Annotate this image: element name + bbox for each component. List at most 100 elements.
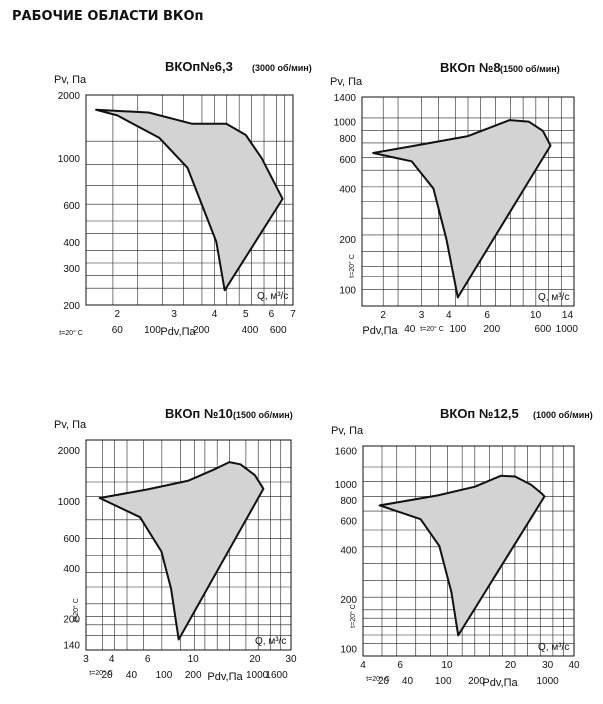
pdv-axis-label: Pdv,Па <box>362 325 398 337</box>
x-tick-label: 20 <box>249 654 261 665</box>
pdv-tick-label: 1000 <box>246 670 269 681</box>
chart-title: ВКОп №10 <box>165 406 233 421</box>
x-tick-label: 2 <box>115 309 121 320</box>
x-tick-label: 4 <box>109 654 115 665</box>
pdv-tick-label: 1000 <box>556 324 579 335</box>
pdv-tick-label: 1600 <box>265 670 288 681</box>
chart-4: ВКОп №12,5 (1000 об/мин) Pv, Па 1600 1000 800… <box>331 406 593 689</box>
pdv-tick-label: 100 <box>435 676 452 687</box>
y-tick-label: 2000 <box>58 446 81 457</box>
working-area-region <box>95 108 284 292</box>
y-tick-label: 1000 <box>58 497 81 508</box>
pdv-axis-label: Pdv,Па <box>160 326 196 338</box>
x-tick-label: 5 <box>243 309 249 320</box>
working-area-region <box>378 474 546 637</box>
x-tick-label: 3 <box>83 654 89 665</box>
y-tick-label: 100 <box>339 286 356 297</box>
x-tick-label: 6 <box>145 654 151 665</box>
y-tick-label: 1000 <box>58 154 81 165</box>
x-tick-label: 3 <box>419 310 425 321</box>
x-tick-label: 6 <box>484 310 490 321</box>
pdv-tick-label: 200 <box>468 676 485 687</box>
y-tick-label: 140 <box>63 641 80 652</box>
temperature-label: t=20° C <box>89 669 113 677</box>
chart-title: ВКОп №8 <box>440 60 501 75</box>
x-tick-label: 4 <box>360 660 366 671</box>
chart-subtitle: (1000 об/мин) <box>533 410 593 420</box>
y-tick-label: 800 <box>340 496 357 507</box>
pdv-tick-label: 200 <box>185 670 202 681</box>
y-tick-label: 600 <box>340 516 357 527</box>
y-tick-label: 100 <box>340 644 357 655</box>
y-tick-label: 1000 <box>335 480 358 491</box>
plot-frame <box>85 94 294 306</box>
x-axis-label: Q, м³/с <box>255 636 286 647</box>
x-axis-label: Q, м³/с <box>538 292 569 303</box>
y-tick-label: 1000 <box>334 118 357 129</box>
x-tick-label: 2 <box>380 310 386 321</box>
pdv-tick-label: 600 <box>535 324 552 335</box>
pdv-tick-label: 600 <box>270 325 287 336</box>
y-tick-label: 2000 <box>58 91 81 102</box>
pdv-tick-label: 40 <box>404 324 416 335</box>
chart-subtitle: (1500 об/мин) <box>233 410 293 420</box>
y-tick-label: 1600 <box>335 446 358 457</box>
y-tick-label: 600 <box>339 155 356 166</box>
pdv-tick-label: 60 <box>112 325 124 336</box>
y-tick-label: 400 <box>339 184 356 195</box>
chart-subtitle: (1500 об/мин) <box>500 64 560 74</box>
pdv-tick-label: 20 <box>101 670 113 681</box>
pdv-tick-label: 100 <box>156 670 173 681</box>
x-tick-label: 30 <box>542 660 554 671</box>
x-tick-label: 14 <box>562 310 574 321</box>
y-tick-label: 400 <box>340 545 357 556</box>
working-area-region <box>372 119 552 299</box>
chart-3: ВКОп №10 (1500 об/мин) Pv, Па 2000 1000 600 40… <box>54 406 297 683</box>
x-tick-label: 3 <box>171 309 177 320</box>
pdv-axis-label: Pdv,Па <box>207 671 243 683</box>
plot-frame <box>361 96 575 307</box>
y-tick-label: 300 <box>63 264 80 275</box>
temperature-label-vertical: t=20° C <box>348 254 356 278</box>
y-tick-label: 600 <box>63 201 80 212</box>
pdv-tick-label: 40 <box>126 670 138 681</box>
y-tick-label: 200 <box>339 235 356 246</box>
y-axis-label: Pv, Па <box>331 425 364 437</box>
x-tick-label: 4 <box>446 310 452 321</box>
pdv-tick-label: 40 <box>402 676 414 687</box>
working-area-region <box>98 461 265 641</box>
pdv-tick-label: 400 <box>242 325 259 336</box>
y-axis-label: Pv, Па <box>54 74 87 86</box>
x-tick-label: 10 <box>441 660 453 671</box>
x-tick-label: 7 <box>290 309 296 320</box>
x-tick-label: 6 <box>269 309 275 320</box>
x-axis-label: Q, м³/с <box>538 642 569 653</box>
plot-frame <box>85 439 292 651</box>
x-tick-label: 6 <box>397 660 403 671</box>
y-tick-label: 200 <box>340 595 357 606</box>
x-tick-label: 20 <box>505 660 517 671</box>
y-tick-label: 600 <box>63 534 80 545</box>
pdv-tick-label: 100 <box>449 324 466 335</box>
x-tick-label: 10 <box>530 310 542 321</box>
x-tick-label: 4 <box>212 309 218 320</box>
pdv-tick-label: 200 <box>483 324 500 335</box>
y-tick-label: 200 <box>63 301 80 312</box>
x-tick-label: 30 <box>285 654 297 665</box>
temperature-label-vertical: t=20° C <box>349 604 357 628</box>
chart-title: ВКОп №12,5 <box>440 406 519 421</box>
page-title: РАБОЧИЕ ОБЛАСТИ ВКОп <box>12 9 204 24</box>
pdv-tick-label: 100 <box>144 325 161 336</box>
x-tick-label: 10 <box>188 654 200 665</box>
y-tick-label: 400 <box>63 564 80 575</box>
temperature-label: t=20° C <box>420 325 444 333</box>
temperature-label: t=20° C <box>366 675 390 683</box>
chart-1: ВКОп№6,3 (3000 об/мин) Pv, Па 2000 1000 600 40… <box>54 59 312 338</box>
x-axis-label: Q, м³/с <box>257 291 288 302</box>
pdv-axis-label: Pdv,Па <box>482 677 518 689</box>
chart-title: ВКОп№6,3 <box>165 59 233 74</box>
y-tick-label: 800 <box>339 134 356 145</box>
chart-subtitle: (3000 об/мин) <box>252 63 312 73</box>
temperature-label-vertical: t=20° C <box>72 598 80 622</box>
